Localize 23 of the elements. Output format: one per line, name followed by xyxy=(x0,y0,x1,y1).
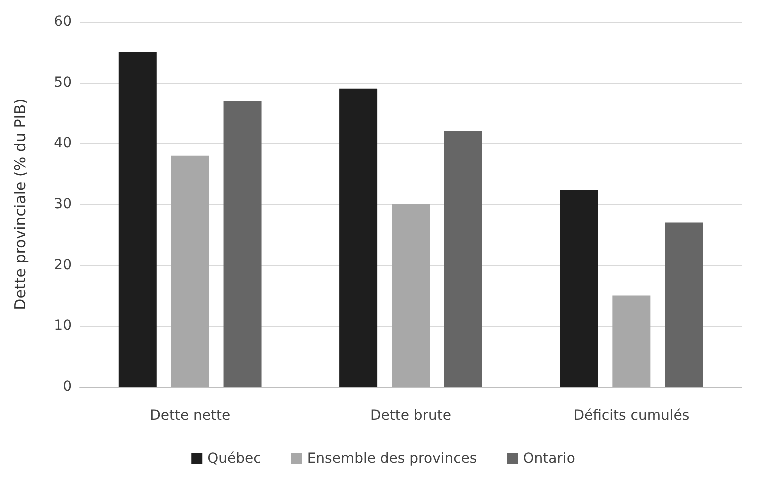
y-tick-label: 50 xyxy=(54,74,72,91)
bar xyxy=(118,52,157,387)
bar xyxy=(171,156,210,387)
legend-label: Ensemble des provinces xyxy=(307,451,478,467)
bar xyxy=(340,88,378,387)
bar xyxy=(444,132,482,387)
bar xyxy=(665,222,704,387)
y-tick-label: 10 xyxy=(54,318,72,334)
bar xyxy=(560,190,598,387)
bar xyxy=(612,296,651,387)
x-tick-label: Déficits cumulés xyxy=(574,408,690,424)
y-tick-label: 40 xyxy=(54,136,72,152)
y-axis-title: Dette provinciale (% du PIB) xyxy=(12,98,30,310)
legend-label: Ontario xyxy=(523,451,576,467)
y-tick-label: 60 xyxy=(54,14,72,30)
x-tick-label: Dette brute xyxy=(370,408,452,424)
bar xyxy=(224,101,262,387)
bar xyxy=(392,204,430,387)
legend-label: Québec xyxy=(208,451,262,467)
y-tick-label: 20 xyxy=(54,257,72,274)
y-tick-label: 0 xyxy=(63,379,72,395)
x-tick-label: Dette nette xyxy=(150,408,231,424)
y-tick-label: 30 xyxy=(54,196,72,212)
